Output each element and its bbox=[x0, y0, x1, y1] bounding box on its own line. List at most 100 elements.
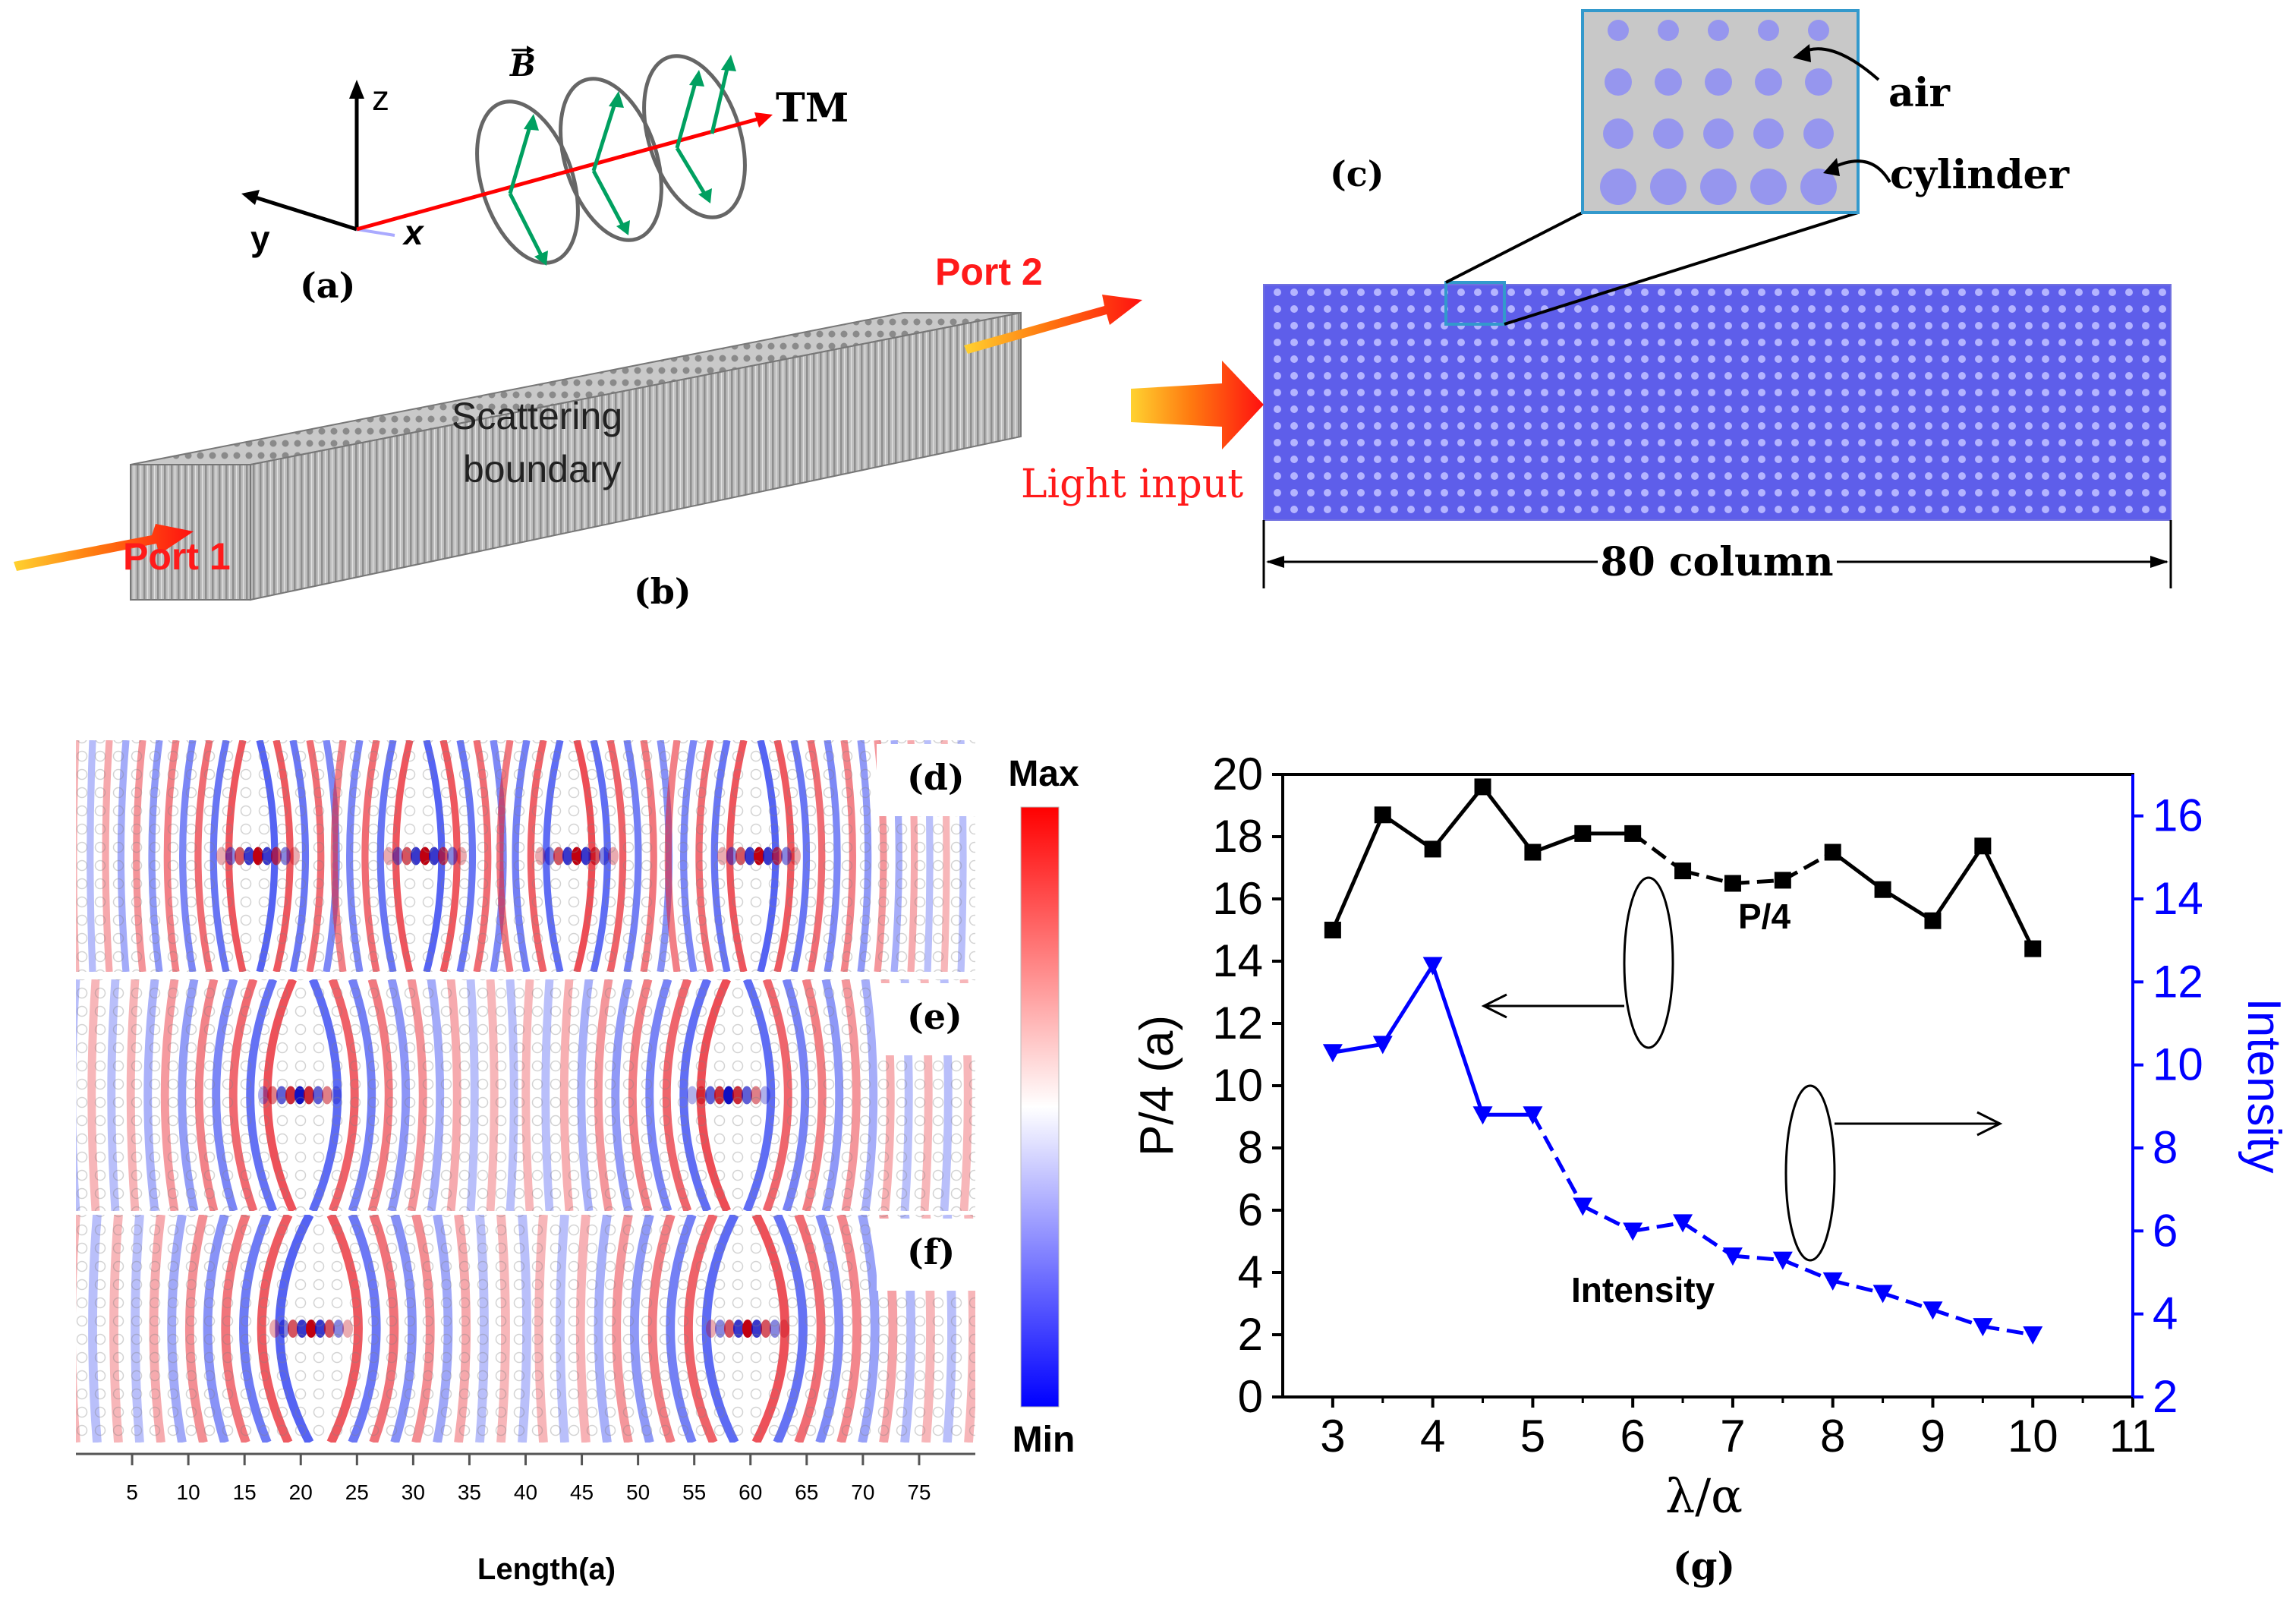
chart-series bbox=[1322, 778, 2043, 1345]
wavefront-band bbox=[76, 1215, 80, 1443]
series-0-segment bbox=[1981, 845, 2035, 950]
series-1-segment bbox=[1582, 1204, 1634, 1233]
panel-b-label: (b) bbox=[634, 571, 691, 612]
intensity-point bbox=[1923, 1301, 1943, 1320]
panel-d-label: (d) bbox=[907, 757, 965, 798]
y-tick-label: 20 bbox=[1212, 749, 1263, 799]
light-input-label: Light input bbox=[1021, 462, 1243, 507]
p4-point bbox=[1424, 840, 1441, 858]
length-axis-label: Length(a) bbox=[477, 1553, 616, 1586]
chart-ticks: 3 4 5 6 7 8 9 10 11 0 2 4 6 8 10 12 14 16 18 20 2 4 6 8 10 12 14 16 bbox=[1212, 749, 2203, 1462]
air-label: air bbox=[1888, 70, 1950, 116]
colorbar-max-label: Max bbox=[1008, 754, 1079, 794]
y-right-tick-label: 2 bbox=[2153, 1371, 2178, 1422]
boundary-line-1: Scattering bbox=[452, 395, 622, 437]
series-1-segment bbox=[1381, 964, 1435, 1045]
wavefront-band bbox=[76, 979, 80, 1211]
propagation-ray bbox=[356, 115, 764, 232]
length-tick-label: 60 bbox=[739, 1480, 762, 1504]
x-tick-label: 4 bbox=[1420, 1411, 1445, 1462]
x-axis-label: x bbox=[402, 213, 425, 252]
length-tick-label: 35 bbox=[458, 1480, 481, 1504]
column-count-label: 80 column bbox=[1600, 539, 1833, 585]
light-input-arrow bbox=[1131, 361, 1264, 449]
series-1-segment bbox=[1781, 1258, 1834, 1283]
x-tick-label: 9 bbox=[1920, 1411, 1945, 1462]
series-1-segment bbox=[1882, 1291, 1934, 1312]
x-tick-label: 10 bbox=[2008, 1411, 2058, 1462]
length-tick-label: 50 bbox=[626, 1480, 650, 1504]
chart-g: 3 4 5 6 7 8 9 10 11 0 2 4 6 8 10 12 14 16 18 20 2 4 6 8 10 12 14 16… bbox=[1131, 749, 2290, 1588]
zoom-inset bbox=[1581, 9, 1860, 214]
intensity-point bbox=[1772, 1251, 1793, 1270]
series-1-segment bbox=[1832, 1279, 1884, 1295]
p4-point bbox=[1474, 778, 1491, 796]
panel-b: Scattering boundary Port 1 Port 2 (b) bbox=[14, 251, 1142, 612]
intensity-point bbox=[1673, 1214, 1693, 1233]
left-pointer-arrow bbox=[1481, 993, 1507, 1019]
length-ticks: 5 10 15 20 25 30 35 40 45 50 55 60 65 70 75 bbox=[126, 1454, 931, 1504]
y-tick-label: 6 bbox=[1238, 1184, 1263, 1235]
p4-point bbox=[1324, 922, 1341, 938]
boundary-line-2: boundary bbox=[463, 448, 622, 490]
b-field-label: B bbox=[509, 48, 536, 84]
z-axis-label: z bbox=[372, 78, 389, 118]
y-tick-label: 18 bbox=[1212, 811, 1263, 862]
zoom-region bbox=[1444, 281, 1506, 326]
y-right-tick-label: 4 bbox=[2153, 1288, 2178, 1339]
length-tick-label: 65 bbox=[795, 1480, 818, 1504]
y-tick-label: 2 bbox=[1238, 1309, 1263, 1360]
slab-long-face bbox=[250, 311, 1022, 601]
intensity-series-annotation: Intensity bbox=[1571, 1270, 1715, 1310]
port-2-arrow bbox=[964, 295, 1142, 354]
intensity-callout-ellipse bbox=[1784, 1084, 1836, 1262]
panel-g-label: (g) bbox=[1673, 1544, 1735, 1588]
series-1-segment bbox=[1632, 1220, 1683, 1233]
series-0-segment bbox=[1431, 785, 1485, 850]
length-tick-label: 40 bbox=[514, 1480, 537, 1504]
series-1-segment bbox=[1332, 1042, 1384, 1055]
series-0-segment bbox=[1481, 785, 1535, 854]
intensity-point bbox=[1422, 957, 1443, 976]
panel-a-label: (a) bbox=[300, 265, 355, 306]
p4-series-annotation: P/4 bbox=[1738, 897, 1791, 936]
length-tick-label: 55 bbox=[682, 1480, 706, 1504]
intensity-point bbox=[2023, 1326, 2043, 1345]
y-tick-label: 10 bbox=[1212, 1060, 1263, 1111]
b-field-vectors bbox=[508, 61, 731, 260]
length-tick-label: 10 bbox=[177, 1480, 200, 1504]
intensity-point bbox=[1722, 1247, 1743, 1266]
y-axis bbox=[250, 194, 357, 232]
x-tick-label: 7 bbox=[1720, 1411, 1745, 1462]
y-right-tick-label: 12 bbox=[2153, 956, 2203, 1007]
p4-point bbox=[1924, 912, 1942, 929]
length-tick-label: 5 bbox=[126, 1480, 138, 1504]
intensity-point bbox=[1322, 1044, 1343, 1063]
port-2-label: Port 2 bbox=[935, 251, 1043, 293]
colorbar-min-label: Min bbox=[1013, 1420, 1076, 1460]
port-1-arrow bbox=[14, 524, 194, 571]
y-tick-label: 14 bbox=[1212, 935, 1263, 986]
intensity-point bbox=[1623, 1222, 1643, 1241]
field-map-e bbox=[76, 979, 975, 1211]
tm-mode-label: TM bbox=[776, 85, 849, 131]
x-axis-title: λ/α bbox=[1665, 1468, 1743, 1524]
series-1-segment bbox=[1531, 1114, 1585, 1207]
length-tick-label: 15 bbox=[233, 1480, 257, 1504]
panel-c: Light input air cylinder (c) 80 column bbox=[1021, 9, 2172, 588]
p4-point bbox=[1974, 837, 1992, 855]
length-tick-label: 75 bbox=[907, 1480, 931, 1504]
series-1-segment bbox=[1732, 1253, 1784, 1263]
panel-c-label: (c) bbox=[1330, 153, 1384, 194]
series-1-segment bbox=[1431, 964, 1485, 1116]
x-tick-label: 5 bbox=[1520, 1411, 1545, 1462]
colorbar bbox=[1020, 806, 1060, 1408]
intensity-point bbox=[1573, 1197, 1593, 1216]
y-tick-label: 12 bbox=[1212, 998, 1263, 1048]
p4-point bbox=[1524, 843, 1542, 861]
series-0-segment bbox=[1331, 814, 1385, 931]
y-right-tick-label: 16 bbox=[2153, 790, 2203, 841]
x-tick-label: 3 bbox=[1320, 1411, 1345, 1462]
p4-point bbox=[1774, 872, 1791, 889]
x-tick-label: 11 bbox=[2109, 1411, 2156, 1462]
